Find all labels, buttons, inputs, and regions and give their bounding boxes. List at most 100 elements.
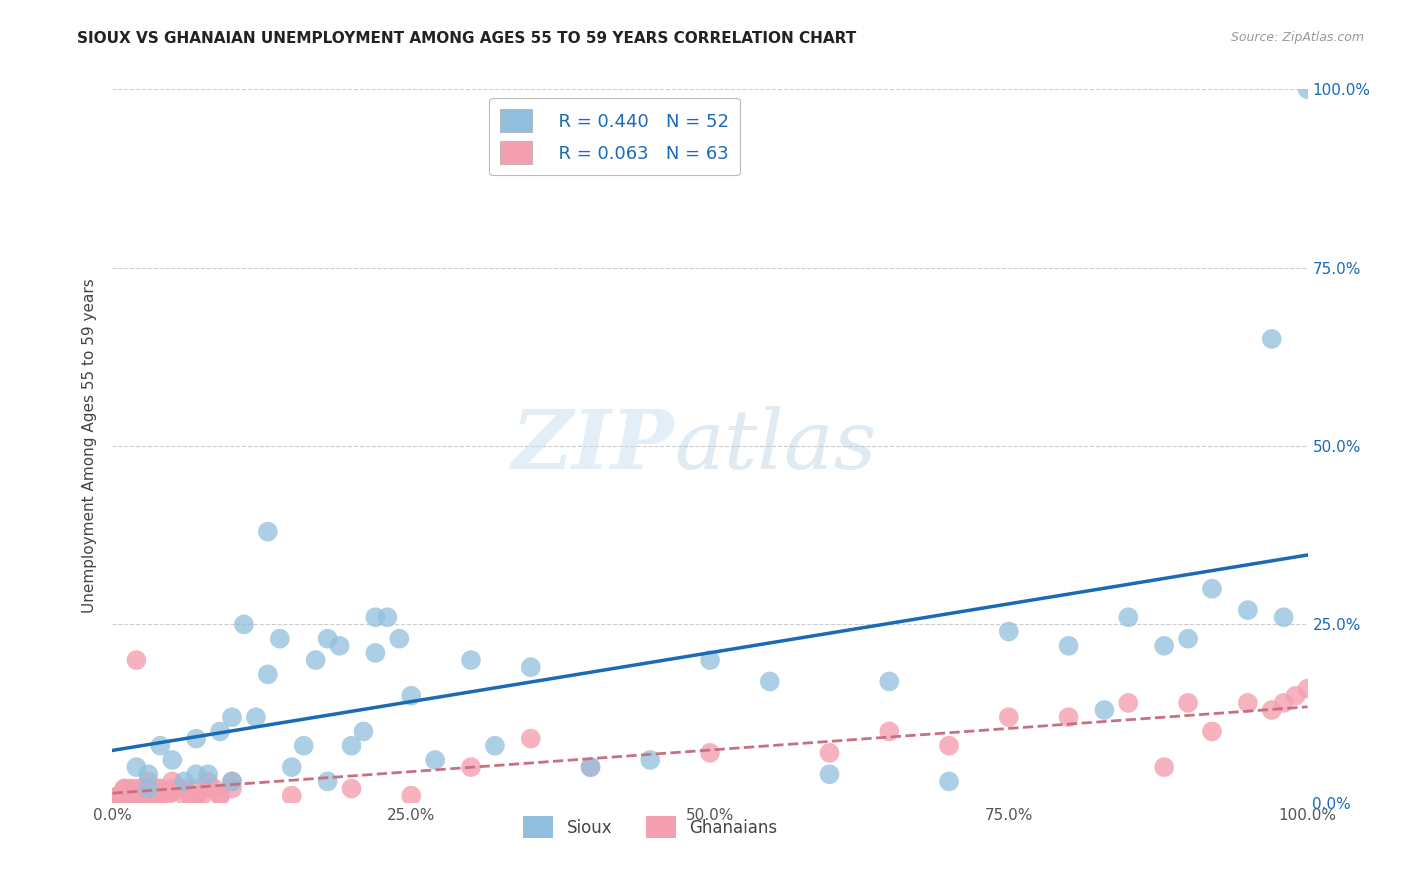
Point [460,760,482,774]
Point [818,746,841,760]
Point [257,524,280,539]
Point [305,653,328,667]
Point [131,781,153,796]
Point [1237,696,1260,710]
Point [149,781,172,796]
Point [209,789,232,803]
Y-axis label: Unemployment Among Ages 55 to 59 years: Unemployment Among Ages 55 to 59 years [82,278,97,614]
Point [179,789,201,803]
Point [173,781,195,796]
Point [114,789,135,803]
Point [186,767,208,781]
Point [879,724,901,739]
Point [149,785,172,799]
Point [257,667,280,681]
Point [120,792,142,806]
Point [1118,696,1140,710]
Point [221,774,243,789]
Point [138,774,160,789]
Point [520,660,543,674]
Point [340,781,363,796]
Point [1261,703,1284,717]
Point [699,746,721,760]
Point [425,753,447,767]
Point [364,610,387,624]
Point [125,781,148,796]
Point [221,781,243,796]
Point [173,774,195,789]
Point [209,789,232,803]
Point [155,789,177,803]
Point [699,653,721,667]
Point [759,674,782,689]
Point [197,781,219,796]
Point [1296,681,1319,696]
Point [107,789,129,803]
Point [162,774,183,789]
Point [162,785,183,799]
Point [125,760,148,774]
Point [998,710,1021,724]
Point [329,639,352,653]
Point [149,739,172,753]
Point [209,724,232,739]
Point [281,760,304,774]
Point [1272,610,1295,624]
Point [138,789,160,803]
Point [245,710,267,724]
Point [1285,689,1308,703]
Point [138,767,160,781]
Point [1057,710,1080,724]
Point [233,617,256,632]
Text: ZIP: ZIP [512,406,675,486]
Point [114,781,135,796]
Point [221,710,243,724]
Point [938,739,960,753]
Point [818,767,841,781]
Point [1296,82,1319,96]
Point [186,731,208,746]
Point [1118,610,1140,624]
Point [1272,696,1295,710]
Point [162,781,183,796]
Point [125,653,148,667]
Point [186,781,208,796]
Point [120,781,142,796]
Point [107,789,129,803]
Point [579,760,602,774]
Point [388,632,411,646]
Point [138,781,160,796]
Point [167,781,190,796]
Point [1057,639,1080,653]
Point [143,789,166,803]
Point [1094,703,1116,717]
Point [1177,632,1199,646]
Point [269,632,291,646]
Point [221,774,243,789]
Point [640,753,662,767]
Point [1153,760,1175,774]
Point [364,646,387,660]
Point [186,789,208,803]
Point [138,781,160,796]
Point [938,774,960,789]
Legend: Sioux, Ghanaians: Sioux, Ghanaians [517,810,783,845]
Point [138,789,160,803]
Point [197,774,219,789]
Point [125,789,148,803]
Point [998,624,1021,639]
Point [316,774,339,789]
Point [520,731,543,746]
Point [191,789,214,803]
Text: atlas: atlas [675,406,876,486]
Point [1201,582,1223,596]
Point [352,724,374,739]
Point [186,789,208,803]
Point [162,785,183,799]
Point [149,781,172,796]
Point [281,789,304,803]
Text: Source: ZipAtlas.com: Source: ZipAtlas.com [1230,31,1364,45]
Point [1153,639,1175,653]
Point [1261,332,1284,346]
Point [292,739,315,753]
